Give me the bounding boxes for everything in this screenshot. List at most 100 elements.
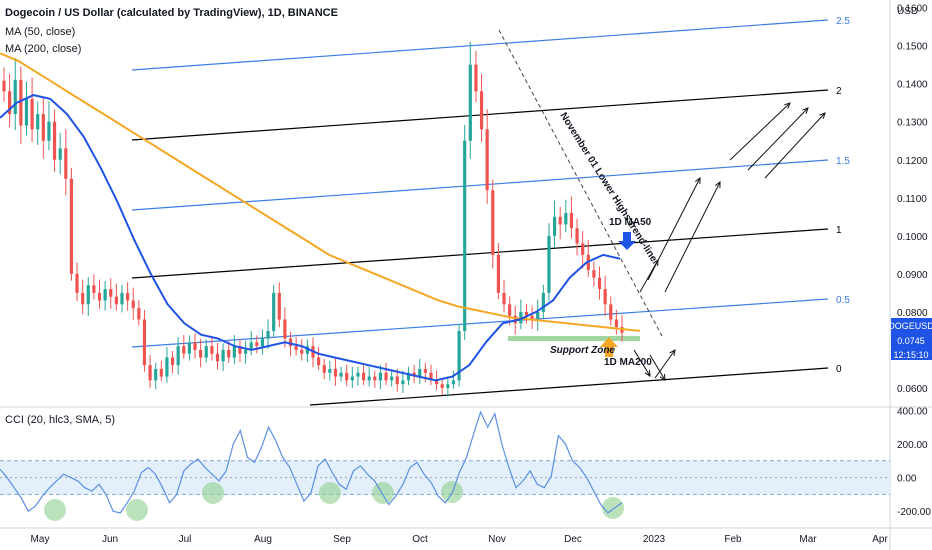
candle-body [395, 376, 399, 385]
candle-body [24, 98, 29, 126]
candle-body [41, 114, 45, 141]
candle-body [356, 372, 360, 377]
time-tick-label: Feb [724, 534, 742, 545]
candle-body [491, 190, 495, 255]
fib-level-label: 2.5 [836, 16, 850, 27]
cci-oversold-highlight [202, 482, 224, 504]
ma200-up-arrow [600, 337, 618, 357]
candle-body [496, 254, 500, 293]
candle-body [609, 304, 613, 320]
candle-body [75, 273, 79, 293]
projection-arrow [764, 112, 826, 179]
projection-arrow [747, 107, 809, 171]
candle-body [103, 289, 107, 301]
candle-body [227, 349, 231, 358]
candle-body [159, 368, 163, 377]
candle-body [474, 64, 478, 92]
candle-body [193, 342, 197, 350]
candle-body [266, 330, 270, 339]
cci-tick-label: 0.00 [897, 474, 917, 485]
candle-body [204, 346, 208, 358]
candle-body [13, 79, 17, 115]
candle-body [58, 148, 62, 160]
candle-body [575, 228, 579, 244]
cci-oversold-highlight [372, 482, 394, 504]
price-tick-label: 0.0600 [897, 384, 928, 395]
candle-body [361, 372, 366, 381]
candle-body [300, 349, 304, 354]
price-tick-label: 0.1100 [897, 194, 927, 205]
fib-level-line [131, 159, 829, 211]
candle-body [232, 346, 236, 358]
candle-body [524, 311, 529, 316]
projection-arrow-head [659, 373, 666, 381]
time-tick-label: 2023 [643, 534, 666, 545]
candle-body [277, 292, 281, 320]
candle-body [350, 376, 354, 381]
ma200-legend: MA (200, close) [5, 43, 82, 55]
candle-body [317, 357, 321, 366]
candle-body [552, 216, 557, 236]
candle-body [603, 289, 607, 305]
candle-body [564, 213, 568, 225]
ma200-line [0, 52, 641, 332]
candle-body [597, 277, 602, 290]
candle-body [182, 346, 186, 354]
fib-level-label: 0.5 [836, 295, 850, 306]
price-tick-label: 0.1500 [897, 42, 928, 53]
candle-body [52, 121, 57, 160]
fib-level-label: 1 [836, 225, 842, 236]
time-tick-label: Jul [179, 534, 192, 545]
candle-body [384, 372, 388, 381]
time-tick-label: Nov [488, 534, 506, 545]
candle-body [165, 357, 169, 377]
price-tick-label: 0.0800 [897, 308, 928, 319]
candle-body [328, 368, 332, 373]
support-zone-label: Support Zone [550, 345, 615, 356]
time-tick-label: Apr [872, 534, 888, 545]
cci-tick-label: 400.00 [897, 406, 928, 417]
projection-arrow [633, 349, 651, 377]
cci-oversold-highlight [44, 499, 66, 521]
candle-body [47, 121, 51, 141]
ma50-line [0, 94, 621, 382]
candle-body [390, 376, 394, 381]
candle-body [199, 349, 203, 358]
candle-body [2, 80, 6, 92]
ma50-down-arrow [618, 232, 636, 250]
candle-body [30, 98, 34, 130]
candle-body [148, 365, 152, 381]
candle-body [508, 304, 512, 316]
trendline-annotation: November 01 Lower Highs trend-line [557, 111, 659, 265]
candle-body [131, 300, 135, 309]
candle-body [581, 243, 585, 255]
candle-body [19, 79, 23, 126]
price-tick-label: 0.1300 [897, 118, 928, 129]
candle-body [440, 384, 444, 388]
candle-body [322, 365, 326, 373]
candle-body [429, 372, 433, 381]
candle-body [558, 216, 562, 225]
projection-arrow [729, 102, 791, 161]
cci-oversold-highlight [319, 482, 341, 504]
candle-body [485, 129, 489, 191]
candle-body [255, 342, 259, 347]
candle-body [502, 292, 506, 305]
projection-arrow-head [669, 349, 676, 356]
fib-level-line [309, 367, 829, 406]
price-tick-label: 0.1600 [897, 4, 928, 15]
cci-line [0, 410, 623, 514]
candle-body [457, 330, 461, 381]
candle-body [446, 384, 450, 388]
candle-body [8, 91, 12, 115]
projection-arrow-head [714, 180, 721, 189]
projection-arrow-head [802, 107, 809, 114]
time-tick-label: Aug [254, 534, 272, 545]
price-tick-label: 0.1200 [897, 156, 928, 167]
time-tick-label: Mar [799, 534, 817, 545]
fib-level-label: 2 [836, 86, 842, 97]
cci-tick-label: -200.00 [897, 507, 931, 518]
candle-body [272, 292, 276, 331]
candle-body [142, 319, 147, 366]
